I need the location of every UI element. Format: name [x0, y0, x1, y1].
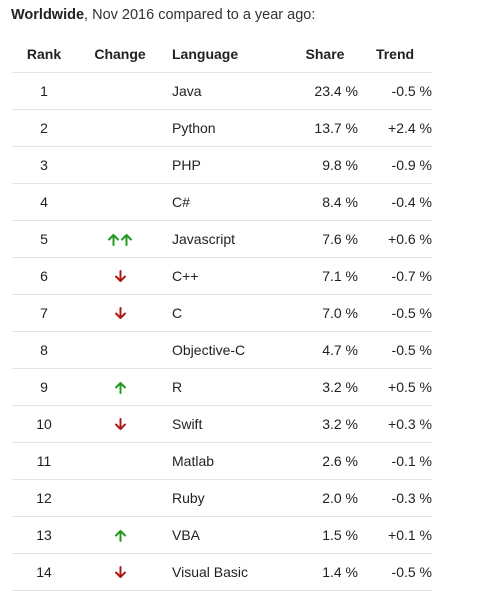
table-row: 12 Ruby 2.0 % -0.3 %: [12, 480, 432, 517]
table-row: 8 Objective-C 4.7 % -0.5 %: [12, 332, 432, 369]
table-header: Rank Change Language Share Trend: [12, 35, 432, 73]
language-cell: C#: [172, 194, 190, 210]
arrow-up-icon: [114, 381, 127, 394]
table-row: 4 C# 8.4 % -0.4 %: [12, 184, 432, 221]
rank-cell: 10: [36, 416, 52, 432]
change-cell: [76, 417, 164, 431]
rank-cell: 6: [40, 268, 48, 284]
share-cell: 3.2 %: [322, 416, 358, 432]
header-trend[interactable]: Trend: [375, 45, 415, 62]
language-cell: Ruby: [172, 490, 205, 506]
arrow-up-icon: [114, 529, 127, 542]
language-cell: Java: [172, 83, 202, 99]
share-cell: 23.4 %: [314, 83, 358, 99]
language-cell: VBA: [172, 527, 201, 543]
trend-cell: -0.5 %: [391, 564, 432, 580]
rank-cell: 4: [40, 194, 48, 210]
caption-scope: Worldwide: [11, 7, 85, 23]
rank-cell: 11: [36, 453, 52, 469]
trend-cell: -0.4 %: [391, 194, 432, 210]
table-row: 6 C++ 7.1 % -0.7 %: [12, 258, 432, 295]
rank-cell: 9: [40, 379, 48, 395]
language-cell: Python: [172, 120, 216, 136]
table-row: 3 PHP 9.8 % -0.9 %: [12, 147, 432, 184]
language-cell: R: [172, 379, 183, 395]
trend-cell: +0.3 %: [388, 416, 432, 432]
change-cell: [76, 233, 164, 246]
table-row: 11 Matlab 2.6 % -0.1 %: [12, 443, 432, 480]
header-language[interactable]: Language: [172, 45, 239, 62]
rank-cell: 3: [40, 157, 48, 173]
change-cell: [76, 529, 164, 542]
trend-cell: +2.4 %: [388, 120, 432, 136]
ranking-table: Rank Change Language Share Trend 1 Java 23…: [12, 35, 432, 591]
table-row: 2 Python 13.7 % +2.4 %: [12, 110, 432, 147]
change-cell: [76, 306, 164, 320]
language-cell: Matlab: [172, 453, 215, 469]
header-rank[interactable]: Rank: [26, 45, 62, 62]
rank-cell: 13: [36, 527, 52, 543]
trend-cell: +0.6 %: [388, 231, 432, 247]
language-cell: PHP: [172, 157, 201, 173]
rank-cell: 5: [40, 231, 48, 247]
share-cell: 4.7 %: [322, 342, 358, 358]
trend-cell: +0.1 %: [388, 527, 432, 543]
share-cell: 1.4 %: [322, 564, 358, 580]
trend-cell: +0.5 %: [388, 379, 432, 395]
language-cell: Swift: [172, 416, 203, 432]
language-cell: Objective-C: [172, 342, 246, 358]
share-cell: 8.4 %: [322, 194, 358, 210]
rank-cell: 7: [40, 305, 48, 321]
arrow-up-icon: [120, 233, 133, 246]
table-row: 10 Swift 3.2 % +0.3 %: [12, 406, 432, 443]
arrow-down-icon: [114, 269, 127, 283]
table-row: 5 Javascript 7.6 % +0.6 %: [12, 221, 432, 258]
rank-cell: 14: [36, 564, 52, 580]
trend-cell: -0.5 %: [391, 305, 432, 321]
table-row: 9 R 3.2 % +0.5 %: [12, 369, 432, 406]
header-change[interactable]: Change: [94, 45, 146, 62]
table-caption: Worldwide, Nov 2016 compared to a year a…: [11, 7, 315, 23]
change-cell: [76, 381, 164, 394]
share-cell: 9.8 %: [322, 157, 358, 173]
table-row: 1 Java 23.4 % -0.5 %: [12, 73, 432, 110]
trend-cell: -0.5 %: [391, 342, 432, 358]
arrow-down-icon: [114, 417, 127, 431]
share-cell: 7.1 %: [322, 268, 358, 284]
share-cell: 2.0 %: [322, 490, 358, 506]
language-cell: C++: [172, 268, 199, 284]
share-cell: 2.6 %: [322, 453, 358, 469]
caption-text: , Nov 2016 compared to a year ago:: [84, 7, 316, 23]
header-share[interactable]: Share: [305, 45, 345, 62]
trend-cell: -0.7 %: [391, 268, 432, 284]
language-cell: C: [172, 305, 183, 321]
table-row: 14 Visual Basic 1.4 % -0.5 %: [12, 554, 432, 591]
share-cell: 1.5 %: [322, 527, 358, 543]
rank-cell: 12: [36, 490, 52, 506]
language-cell: Visual Basic: [172, 564, 249, 580]
rank-cell: 8: [40, 342, 48, 358]
language-cell: Javascript: [172, 231, 236, 247]
table-body: 1 Java 23.4 % -0.5 % 2 Python 13.7 % +2.4 % 3 PHP…: [12, 73, 432, 591]
arrow-down-icon: [114, 306, 127, 320]
rank-cell: 2: [40, 120, 48, 136]
trend-cell: -0.9 %: [391, 157, 432, 173]
table-row: 7 C 7.0 % -0.5 %: [12, 295, 432, 332]
arrow-up-icon: [107, 233, 120, 246]
share-cell: 3.2 %: [322, 379, 358, 395]
trend-cell: -0.1 %: [391, 453, 432, 469]
rank-cell: 1: [40, 83, 48, 99]
share-cell: 7.0 %: [322, 305, 358, 321]
share-cell: 13.7 %: [314, 120, 358, 136]
share-cell: 7.6 %: [322, 231, 358, 247]
change-cell: [76, 269, 164, 283]
arrow-down-icon: [114, 565, 127, 579]
table-row: 13 VBA 1.5 % +0.1 %: [12, 517, 432, 554]
change-cell: [76, 565, 164, 579]
trend-cell: -0.5 %: [391, 83, 432, 99]
trend-cell: -0.3 %: [391, 490, 432, 506]
